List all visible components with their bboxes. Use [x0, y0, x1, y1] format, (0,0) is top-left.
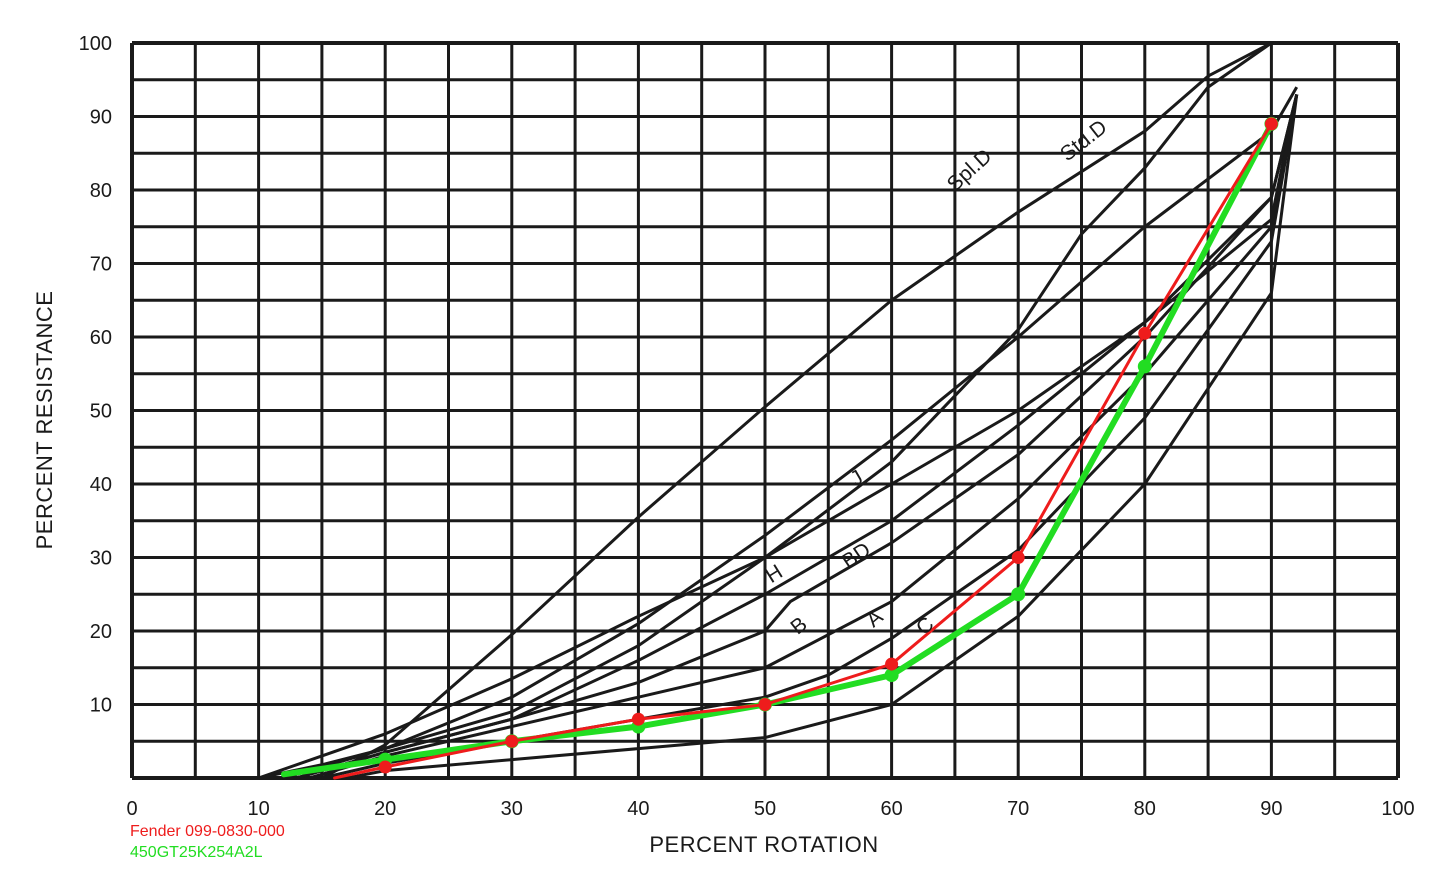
- x-tick-label: 70: [1007, 798, 1029, 820]
- series-point: [631, 712, 645, 726]
- series-point: [758, 698, 772, 711]
- y-tick-label: 60: [90, 327, 112, 349]
- legend-entry-450gt: 450GT25K254A2L: [130, 844, 263, 861]
- x-tick-label: 40: [627, 798, 649, 820]
- x-tick-label: 80: [1134, 798, 1156, 820]
- x-tick-label: 90: [1260, 798, 1282, 820]
- series-point: [1011, 551, 1025, 564]
- y-tick-label: 30: [90, 548, 112, 570]
- reference-curve-j: [283, 94, 1299, 780]
- reference-curve-c: [346, 94, 1299, 780]
- series-point: [1137, 359, 1152, 374]
- y-tick-label: 20: [90, 621, 112, 643]
- x-tick-label: 100: [1381, 798, 1414, 820]
- y-tick-label: 80: [90, 180, 112, 202]
- x-tick-label: 50: [754, 798, 776, 820]
- series-point: [505, 734, 519, 748]
- reference-curves: [258, 41, 1361, 780]
- series-point: [1138, 326, 1152, 340]
- x-tick-label: 30: [501, 798, 523, 820]
- y-tick-label: 50: [90, 401, 112, 423]
- y-tick-label: 90: [90, 107, 112, 129]
- y-tick-label: 70: [90, 254, 112, 276]
- series-point: [1264, 117, 1278, 131]
- tick-labels: 0 10 20 30 40 50 60 70 80 90 100 10 20 30 40 50 60 70 80 90…: [79, 33, 1415, 820]
- x-tick-label: 20: [374, 798, 396, 820]
- y-tick-label: 10: [90, 695, 112, 717]
- y-tick-label: 100: [79, 33, 112, 55]
- series-point: [885, 657, 899, 671]
- data-series: [280, 116, 1279, 780]
- y-axis-title: PERCENT RESISTANCE: [32, 291, 57, 550]
- x-tick-label: 60: [880, 798, 902, 820]
- reference-curve-spld: [258, 41, 1273, 780]
- x-tick-label: 0: [126, 798, 137, 820]
- series-point: [378, 760, 392, 774]
- x-axis-title: PERCENT ROTATION: [649, 832, 878, 857]
- y-tick-label: 40: [90, 474, 112, 496]
- series-point: [1011, 587, 1026, 602]
- reference-curve-stdd: [321, 41, 1361, 780]
- reference-curve-b: [308, 94, 1299, 780]
- x-tick-label: 10: [247, 798, 269, 820]
- series-point: [884, 668, 899, 683]
- legend-entry-fender: Fender 099-0830-000: [130, 823, 285, 840]
